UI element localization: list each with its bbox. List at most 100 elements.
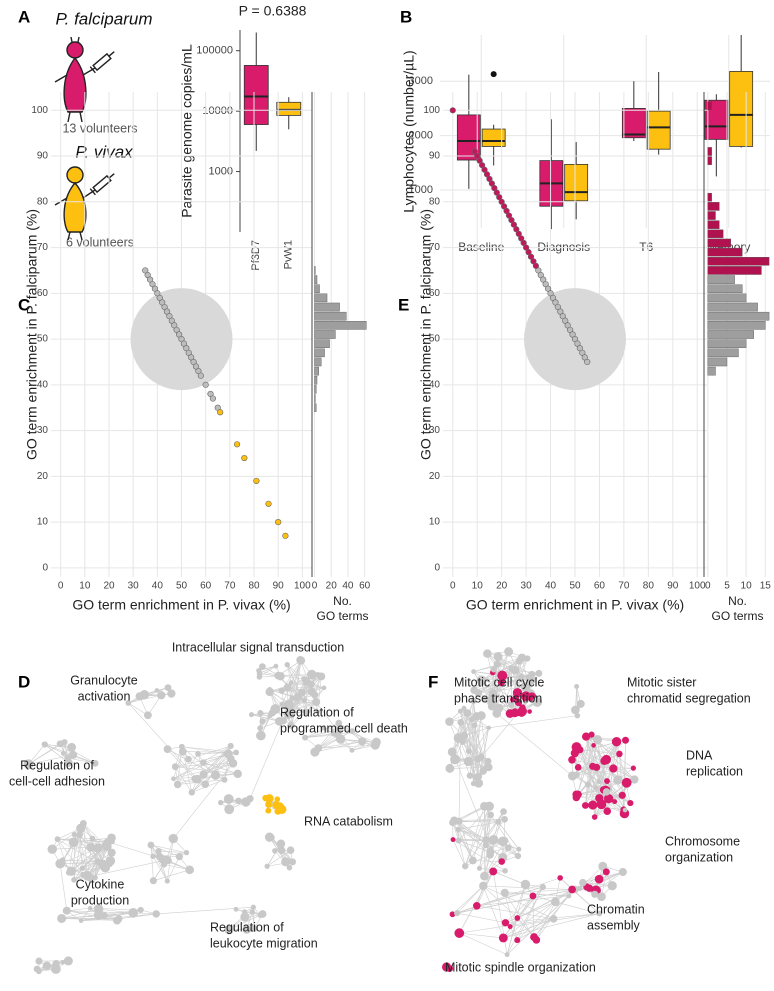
network-edge xyxy=(339,728,377,743)
network-edge xyxy=(458,821,499,830)
y-axis-label: GO term enrichment in P. falciparum (%) xyxy=(24,209,40,460)
network-node xyxy=(607,881,617,891)
histogram-bar xyxy=(707,220,720,229)
network-node xyxy=(274,716,284,726)
y-tick-label: 50 xyxy=(429,334,441,345)
highlighted-node xyxy=(514,937,521,944)
network-node xyxy=(246,795,254,803)
network-node xyxy=(484,757,492,765)
point xyxy=(265,500,272,507)
network-node xyxy=(566,893,572,899)
highlighted-node xyxy=(277,804,287,814)
network-node xyxy=(65,869,72,876)
network-label: Granulocyte xyxy=(70,673,137,687)
network-label: Chromatin xyxy=(587,902,645,916)
network-node xyxy=(57,913,67,924)
network-node xyxy=(248,712,255,718)
box xyxy=(729,71,754,147)
panel-label: B xyxy=(400,7,412,26)
highlighted-node xyxy=(574,764,582,771)
network-node xyxy=(137,906,144,914)
network-node xyxy=(321,685,327,691)
highlighted-node xyxy=(274,796,281,803)
network-edge xyxy=(456,885,484,914)
network-node xyxy=(168,833,178,844)
network-edge xyxy=(287,664,305,680)
network-edge xyxy=(458,829,503,858)
network-edge xyxy=(517,901,556,919)
highlighted-node xyxy=(591,743,596,748)
y-tick-label: 1000 xyxy=(409,184,433,196)
highlighted-node xyxy=(507,924,513,930)
highlighted-node xyxy=(557,875,563,881)
network-edge xyxy=(505,886,544,923)
network-node xyxy=(447,747,457,757)
network-label: leukocyte migration xyxy=(210,936,318,950)
network-node xyxy=(591,890,599,898)
histogram-bar xyxy=(314,311,347,321)
network-node xyxy=(453,733,464,743)
highlighted-node xyxy=(497,678,506,687)
histogram-bar xyxy=(314,284,320,294)
network-edge xyxy=(452,839,506,872)
x-tick-label: 0 xyxy=(705,581,711,592)
network-edge xyxy=(624,740,626,814)
y-tick-label: 40 xyxy=(429,379,441,390)
network-edge xyxy=(61,908,99,919)
x-tick-label: 60 xyxy=(200,581,212,592)
network-edge xyxy=(577,737,590,795)
network-node xyxy=(224,804,235,815)
histogram-bar xyxy=(707,357,728,367)
network-edge xyxy=(469,715,482,776)
network-node xyxy=(296,656,306,665)
point xyxy=(275,518,282,526)
highlighted-node xyxy=(498,933,508,943)
histogram-label: GO terms xyxy=(316,609,368,623)
network-node xyxy=(349,747,355,753)
network-edge xyxy=(289,676,322,712)
network-node xyxy=(335,725,343,733)
point xyxy=(241,454,248,462)
highlighted-node xyxy=(621,777,632,788)
network-node xyxy=(504,952,510,958)
highlighted-node xyxy=(568,755,576,764)
network-edge xyxy=(496,658,528,714)
panel-label: F xyxy=(428,672,438,691)
x-tick-label: 0 xyxy=(312,581,318,592)
network-node xyxy=(484,763,493,772)
network-node xyxy=(596,910,603,917)
network-node xyxy=(55,858,65,869)
network-edge xyxy=(585,736,600,782)
network-edge xyxy=(44,744,69,763)
network-edge xyxy=(589,871,624,889)
network-node xyxy=(227,742,234,750)
network-node xyxy=(284,661,290,668)
histogram-bar xyxy=(707,366,716,376)
network-node xyxy=(210,770,221,780)
network-node xyxy=(471,722,478,728)
network-edge xyxy=(468,725,475,752)
y-tick-label: 2000 xyxy=(409,129,433,141)
x-tick-label: 40 xyxy=(545,581,557,592)
network-node xyxy=(314,744,323,753)
network-node xyxy=(183,849,190,856)
network-node xyxy=(574,684,580,690)
network-node xyxy=(268,709,276,717)
network-node xyxy=(276,672,285,681)
histogram-bar xyxy=(707,147,712,156)
network-node xyxy=(150,853,156,859)
network-edge xyxy=(66,910,118,921)
network-node xyxy=(60,959,66,965)
network-edge xyxy=(158,850,187,853)
network-edge xyxy=(585,734,592,806)
histogram-bar xyxy=(314,339,330,348)
network-node xyxy=(357,737,367,746)
histogram-bar xyxy=(707,202,720,211)
network-edge xyxy=(83,823,88,876)
network-node xyxy=(71,831,78,838)
network-edge xyxy=(517,895,534,919)
histogram-bar xyxy=(314,293,328,303)
chart-title: P = 0.6388 xyxy=(239,3,307,19)
network-label: RNA catabolism xyxy=(304,814,393,828)
network-edge xyxy=(484,847,509,877)
